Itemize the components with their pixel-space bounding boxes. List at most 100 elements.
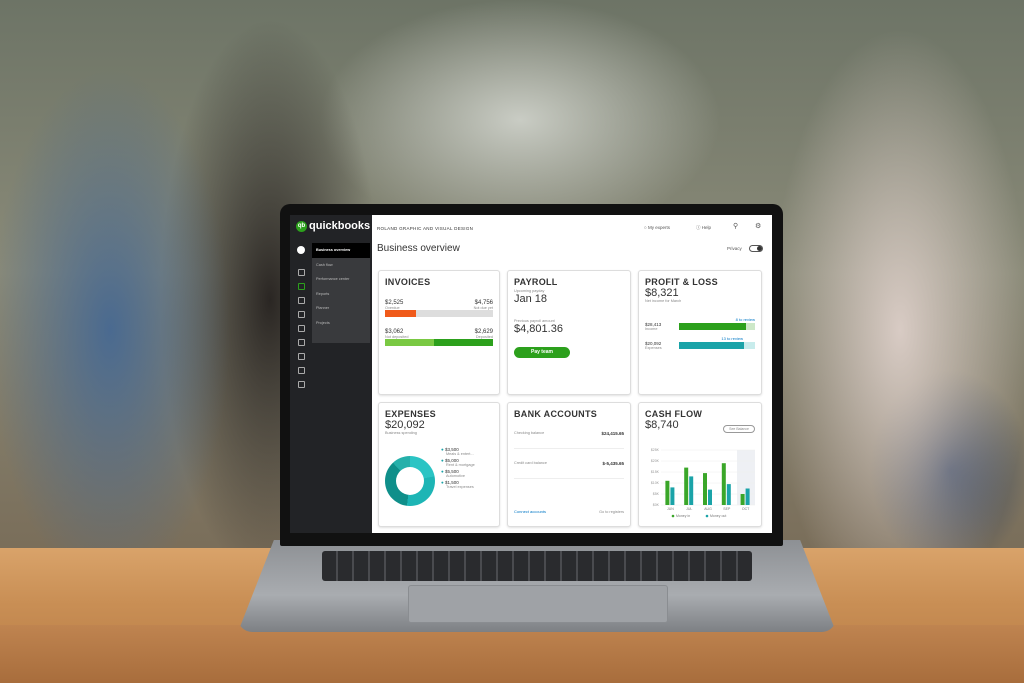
expenses-donut-chart[interactable] bbox=[385, 456, 435, 506]
expense-item: ● $1,500 Travel expenses bbox=[441, 480, 474, 489]
privacy-label: Privacy bbox=[727, 246, 742, 251]
legend-label: Money in bbox=[676, 514, 690, 518]
sidebar-item-projects[interactable]: Projects bbox=[316, 320, 330, 325]
cash-flow-card[interactable]: CASH FLOW $8,740 See Balance $25K $20K $15… bbox=[638, 402, 762, 527]
bar-money-in bbox=[703, 473, 707, 505]
cash-flow-total: $8,740 bbox=[645, 419, 679, 431]
my-experts-link[interactable]: ○ My experts bbox=[644, 225, 670, 230]
expense-item: ● $3,500 Meals & entert... bbox=[441, 447, 474, 456]
expenses-title: EXPENSES bbox=[385, 409, 436, 419]
x-tick-label: JUN bbox=[667, 507, 674, 511]
invoices-title: INVOICES bbox=[385, 277, 431, 287]
checking-balance: $24,415.65 bbox=[601, 431, 624, 436]
net-income: $8,321 bbox=[645, 287, 679, 299]
chart-icon[interactable] bbox=[298, 283, 305, 290]
bar-money-out bbox=[726, 484, 731, 505]
legend-label: Money out bbox=[710, 514, 726, 518]
y-tick-label: $20K bbox=[651, 459, 660, 463]
help-link[interactable]: ⓘ Help bbox=[696, 225, 712, 230]
income-amount: $28,413 bbox=[645, 322, 662, 327]
go-to-registers-link[interactable]: Go to registers bbox=[599, 509, 624, 514]
sidebar-item-reports[interactable]: Reports bbox=[316, 291, 330, 296]
paid-bar[interactable] bbox=[385, 339, 493, 346]
bar-money-in bbox=[684, 467, 689, 505]
submenu: Business overview Cash flow Performance … bbox=[312, 243, 370, 343]
checking-row[interactable]: Checking balance $24,415.65 bbox=[514, 431, 624, 449]
expenses-legend: ● $3,500 Meals & entert... ● $5,000 Rent &… bbox=[441, 447, 475, 489]
pay-team-button[interactable]: Pay team bbox=[514, 347, 570, 358]
upcoming-payday: Jan 18 bbox=[514, 293, 548, 305]
invoice-icon[interactable] bbox=[298, 297, 305, 304]
legend-marker bbox=[671, 514, 675, 518]
bar-money-in bbox=[740, 494, 745, 505]
bar-money-out bbox=[708, 489, 712, 505]
profit-loss-card[interactable]: PROFIT & LOSS $8,321 Net income for Marc… bbox=[638, 270, 762, 395]
page-title: Business overview bbox=[377, 243, 460, 254]
home-icon[interactable] bbox=[298, 269, 305, 276]
income-bar[interactable] bbox=[679, 323, 755, 330]
credit-card-row[interactable]: Credit card balance $-5,435.65 bbox=[514, 461, 624, 479]
payroll-card[interactable]: PAYROLL Upcoming payday Jan 18 Previous … bbox=[507, 270, 631, 395]
not-due-amount: $4,756 bbox=[474, 300, 493, 306]
counter-edge bbox=[0, 625, 1024, 683]
bank-accounts-title: BANK ACCOUNTS bbox=[514, 409, 598, 419]
cash-flow-chart: $25K $20K $15K $10K $5K $0K JUN JUL AUG SEP OCT Mon… bbox=[651, 448, 755, 518]
sidebar-item-planner[interactable]: Planner bbox=[316, 306, 330, 310]
help-icon: ⓘ bbox=[696, 225, 702, 230]
connect-accounts-link[interactable]: Connect accounts bbox=[514, 509, 547, 514]
sidebar-item-business-overview[interactable]: Business overview bbox=[312, 243, 370, 258]
previous-payroll-amount: $4,801.36 bbox=[514, 323, 563, 335]
company-name: ROLAND GRAPHIC AND VISUAL DESIGN bbox=[377, 226, 474, 231]
mail-icon[interactable] bbox=[298, 367, 305, 374]
profit-loss-title: PROFIT & LOSS bbox=[645, 277, 718, 287]
expenses-icon[interactable] bbox=[298, 311, 305, 318]
deposited-amount: $2,629 bbox=[474, 329, 493, 335]
bar-money-in bbox=[665, 480, 670, 505]
expenses-amount: $20,092 bbox=[645, 341, 662, 346]
unpaid-bar[interactable] bbox=[385, 310, 493, 317]
new-button-icon[interactable] bbox=[297, 246, 305, 254]
sidebar-item-cash-flow[interactable]: Cash flow bbox=[316, 262, 333, 267]
x-tick-label: JUL bbox=[686, 507, 692, 511]
income-review-link[interactable]: 8 to review bbox=[735, 317, 755, 322]
apps-icon[interactable] bbox=[298, 381, 305, 388]
payroll-title: PAYROLL bbox=[514, 277, 558, 287]
invoices-card[interactable]: INVOICES $2,525 $4,756 Overdue Not due yet… bbox=[378, 270, 500, 395]
expenses-review-link[interactable]: 13 to review bbox=[721, 336, 743, 341]
expenses-card[interactable]: EXPENSES $20,092 Business spending ● $3,… bbox=[378, 402, 500, 527]
y-tick-label: $15K bbox=[651, 470, 660, 474]
not-due-label: Not due yet bbox=[473, 306, 493, 310]
sidebar-item-performance-center[interactable]: Performance center bbox=[316, 277, 350, 281]
qb-logo-icon: qb bbox=[296, 220, 307, 232]
y-tick-label: $0K bbox=[653, 503, 660, 507]
main-content: ROLAND GRAPHIC AND VISUAL DESIGN Busines… bbox=[372, 215, 772, 533]
bar-money-in bbox=[721, 463, 726, 505]
deposited-label: Deposited bbox=[475, 335, 493, 339]
see-balance-button[interactable]: See Balance bbox=[723, 425, 755, 433]
expenses-total-label: Business spending bbox=[385, 431, 417, 435]
overdue-label: Overdue bbox=[385, 306, 400, 310]
cash-flow-title: CASH FLOW bbox=[645, 409, 703, 419]
not-deposited-amount: $3,062 bbox=[385, 329, 404, 335]
sidebar: qb quickbooks Business overview Cash flow… bbox=[290, 215, 372, 533]
person-icon: ○ bbox=[644, 225, 648, 230]
bank-icon[interactable] bbox=[298, 339, 305, 346]
search-icon[interactable]: ⚲ bbox=[733, 223, 739, 230]
laptop-trackpad bbox=[408, 585, 668, 623]
x-tick-label: AUG bbox=[704, 507, 712, 511]
expenses-bar[interactable] bbox=[679, 342, 755, 349]
previous-payroll-label: Previous payroll amount bbox=[514, 319, 555, 323]
laptop-keyboard bbox=[322, 551, 752, 581]
calendar-icon[interactable] bbox=[298, 353, 305, 360]
bar-money-out bbox=[689, 476, 694, 505]
privacy-toggle[interactable] bbox=[749, 245, 763, 252]
y-tick-label: $25K bbox=[651, 448, 660, 452]
chat-icon[interactable] bbox=[298, 325, 305, 332]
bank-accounts-card[interactable]: BANK ACCOUNTS Checking balance $24,415.65… bbox=[507, 402, 631, 527]
expenses-total: $20,092 bbox=[385, 419, 425, 431]
not-deposited-label: Not deposited bbox=[385, 335, 409, 339]
gear-icon[interactable]: ⚙ bbox=[755, 223, 762, 230]
credit-card-balance: $-5,435.65 bbox=[602, 461, 624, 466]
overdue-amount: $2,525 bbox=[385, 300, 404, 306]
upcoming-payday-label: Upcoming payday bbox=[514, 289, 545, 293]
